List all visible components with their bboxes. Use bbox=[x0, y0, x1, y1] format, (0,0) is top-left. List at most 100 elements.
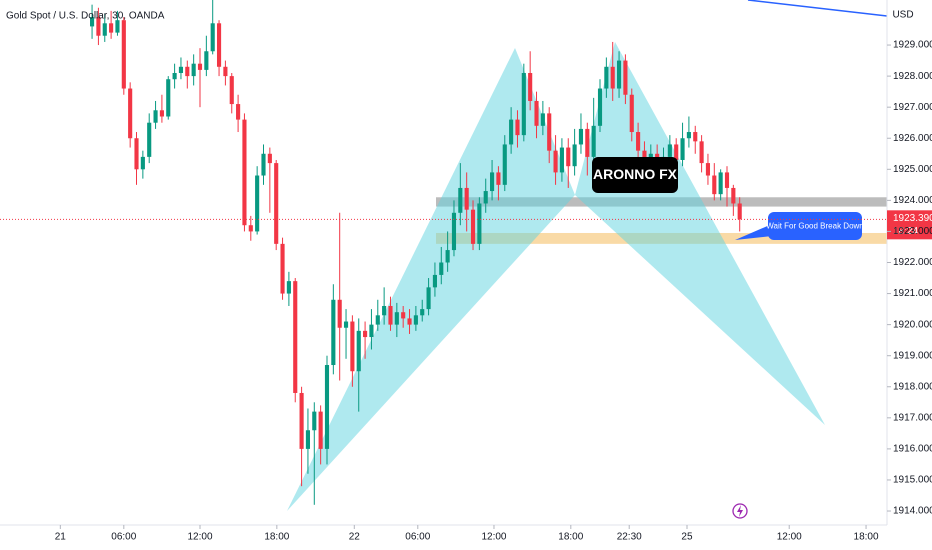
y-tick-label: 1917.000 bbox=[893, 412, 932, 423]
y-tick-label: 1928.000 bbox=[893, 71, 932, 82]
candle-body bbox=[331, 299, 336, 366]
candle-body bbox=[521, 73, 526, 136]
candle-body bbox=[369, 324, 374, 338]
candle-body bbox=[585, 128, 590, 157]
candle-body bbox=[109, 23, 114, 33]
candle-body bbox=[642, 150, 647, 164]
x-tick-label: 18:00 bbox=[264, 532, 289, 543]
candle-body bbox=[375, 315, 380, 325]
candle-body bbox=[636, 132, 641, 151]
candle-body bbox=[210, 23, 215, 52]
candle-body bbox=[115, 20, 120, 33]
candle-body bbox=[547, 113, 552, 151]
candle-body bbox=[102, 23, 107, 36]
candle-body bbox=[623, 60, 628, 95]
candle-body bbox=[496, 172, 501, 185]
brand-box bbox=[592, 157, 678, 193]
candle-body bbox=[604, 66, 609, 89]
candle-body bbox=[96, 17, 101, 36]
candle-body bbox=[553, 150, 558, 173]
candle-body bbox=[724, 172, 730, 188]
x-tick-label: 21 bbox=[55, 532, 67, 543]
candle-body bbox=[90, 17, 95, 27]
candle-body bbox=[363, 330, 368, 338]
countdown-label: 18:24 bbox=[893, 226, 918, 237]
y-tick-label: 1914.000 bbox=[893, 506, 932, 517]
candle-body bbox=[610, 66, 615, 89]
price-tag: 1923.390 18:24 bbox=[0, 210, 932, 240]
candle-body bbox=[153, 110, 158, 123]
candle-body bbox=[515, 119, 520, 136]
candle-body bbox=[343, 321, 349, 328]
trend-line bbox=[747, 0, 888, 17]
candle-body bbox=[578, 128, 584, 145]
candle-body bbox=[293, 281, 298, 393]
y-tick-label: 1927.000 bbox=[893, 102, 932, 113]
candle-body bbox=[432, 274, 437, 288]
candle-body bbox=[439, 262, 444, 275]
candle-body bbox=[737, 203, 742, 220]
candle-body bbox=[159, 110, 164, 117]
candle-body bbox=[597, 88, 603, 126]
candle-body bbox=[540, 113, 545, 126]
candle-body bbox=[401, 312, 406, 319]
x-tick-label: 12:00 bbox=[777, 532, 802, 543]
candle-body bbox=[267, 153, 272, 164]
y-tick-label: 1925.000 bbox=[893, 164, 932, 175]
candle-body bbox=[261, 153, 266, 176]
candle-body bbox=[470, 209, 476, 244]
candle-body bbox=[731, 187, 736, 204]
candle-body bbox=[712, 175, 717, 195]
candle-body bbox=[255, 175, 260, 232]
y-tick-label: 1918.000 bbox=[893, 381, 932, 392]
candle-body bbox=[693, 132, 698, 142]
x-tick-label: 12:00 bbox=[481, 532, 506, 543]
candle-body bbox=[616, 60, 622, 89]
candle-body bbox=[667, 144, 672, 157]
y-tick-label: 1919.000 bbox=[893, 350, 932, 361]
candle-body bbox=[172, 73, 177, 80]
candle-body bbox=[686, 132, 691, 139]
y-tick-label: 1916.000 bbox=[893, 444, 932, 455]
candle-body bbox=[388, 305, 393, 325]
candle-body bbox=[534, 100, 539, 126]
candle-body bbox=[299, 392, 304, 449]
candle-body bbox=[337, 299, 342, 328]
candle-body bbox=[591, 125, 596, 157]
event-icon[interactable] bbox=[732, 503, 748, 519]
candle-body bbox=[121, 20, 126, 89]
candle-body bbox=[128, 88, 133, 139]
x-tick-label: 22:30 bbox=[617, 532, 642, 543]
candle-body bbox=[324, 365, 330, 449]
candle-body bbox=[509, 119, 514, 145]
y-tick-label: 1923.000 bbox=[893, 226, 932, 237]
candle-body bbox=[426, 287, 431, 310]
candle-body bbox=[458, 187, 463, 213]
callout-box bbox=[768, 212, 862, 240]
brand-text: ARONNO FX bbox=[593, 166, 678, 182]
candle-body bbox=[490, 172, 495, 192]
candle-body bbox=[280, 243, 285, 294]
candle-body bbox=[274, 163, 279, 244]
y-tick-label: 1926.000 bbox=[893, 133, 932, 144]
x-tick-label: 06:00 bbox=[111, 532, 136, 543]
candle-body bbox=[407, 318, 412, 325]
candle-body bbox=[674, 144, 679, 160]
candle-body bbox=[680, 138, 685, 160]
y-tick-label: 1922.000 bbox=[893, 257, 932, 268]
candle-body bbox=[382, 305, 387, 316]
candle-body bbox=[191, 63, 196, 77]
candle-body bbox=[147, 122, 152, 157]
candle-body bbox=[718, 172, 723, 195]
candle-body bbox=[216, 23, 222, 67]
y-tick-label: 1929.000 bbox=[893, 40, 932, 51]
y-tick-label: 1921.000 bbox=[893, 288, 932, 299]
candle-body bbox=[305, 430, 311, 449]
candle-body bbox=[394, 312, 399, 325]
candle-body bbox=[483, 191, 488, 204]
callout-text: Wait For Good Break Down bbox=[766, 222, 864, 231]
y-tick-label: 1924.000 bbox=[893, 195, 932, 206]
candle-body bbox=[236, 104, 241, 120]
candle-body bbox=[286, 281, 291, 294]
